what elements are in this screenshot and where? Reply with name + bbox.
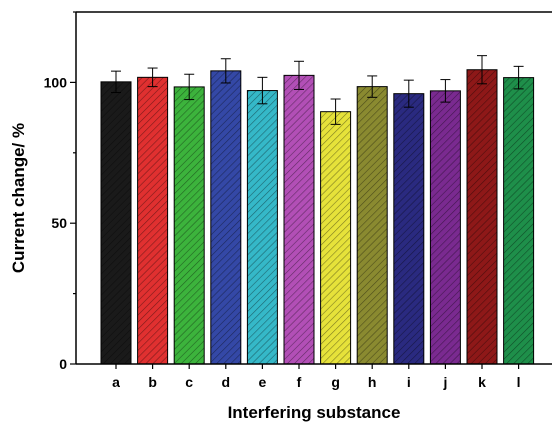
- bar-c: [173, 86, 205, 365]
- x-tick-label-f: f: [297, 374, 302, 390]
- x-tick-label-e: e: [259, 374, 267, 390]
- error-bar-a: [111, 70, 121, 94]
- x-tick-label-c: c: [185, 374, 193, 390]
- y-axis-title: Current change/ %: [9, 123, 28, 273]
- error-bar-f: [294, 60, 304, 90]
- error-bar-b: [147, 67, 158, 88]
- bar-l: [503, 77, 535, 365]
- x-ticks-group: a b c d e f g h i j k l: [112, 364, 521, 390]
- x-tick-label-i: i: [407, 374, 411, 390]
- x-tick-label-j: j: [442, 374, 447, 390]
- x-tick-label-l: l: [517, 374, 521, 390]
- error-bar-i: [403, 79, 414, 108]
- error-bar-e: [257, 76, 268, 105]
- bars-group: [100, 69, 535, 365]
- error-bar-c: [184, 73, 195, 101]
- y-tick-label-0: 0: [59, 356, 67, 372]
- error-bar-k: [477, 55, 487, 85]
- y-tick-label-100: 100: [44, 74, 68, 90]
- x-tick-label-b: b: [148, 374, 157, 390]
- x-tick-label-d: d: [222, 374, 231, 390]
- error-bar-l: [513, 65, 524, 90]
- bar-k: [466, 69, 498, 365]
- x-tick-label-h: h: [368, 374, 377, 390]
- y-tick-label-50: 50: [51, 215, 67, 231]
- bar-a: [100, 81, 132, 365]
- y-ticks-group: 0 50 100: [44, 11, 76, 372]
- x-tick-label-g: g: [331, 374, 340, 390]
- bar-e: [246, 90, 278, 365]
- error-bars-group: [111, 55, 524, 125]
- bar-d: [210, 70, 242, 365]
- bar-f: [283, 74, 315, 365]
- bar-b: [137, 76, 169, 365]
- error-bar-j: [440, 79, 451, 103]
- bar-h: [356, 86, 388, 365]
- bar-g: [320, 111, 352, 365]
- x-tick-label-k: k: [478, 374, 486, 390]
- x-tick-label-a: a: [112, 374, 120, 390]
- error-bar-g: [330, 98, 341, 125]
- bar-j: [429, 90, 461, 365]
- error-bar-h: [367, 75, 378, 98]
- x-axis-title: Interfering substance: [228, 403, 401, 422]
- bar-i: [393, 93, 425, 365]
- error-bar-d: [220, 58, 231, 84]
